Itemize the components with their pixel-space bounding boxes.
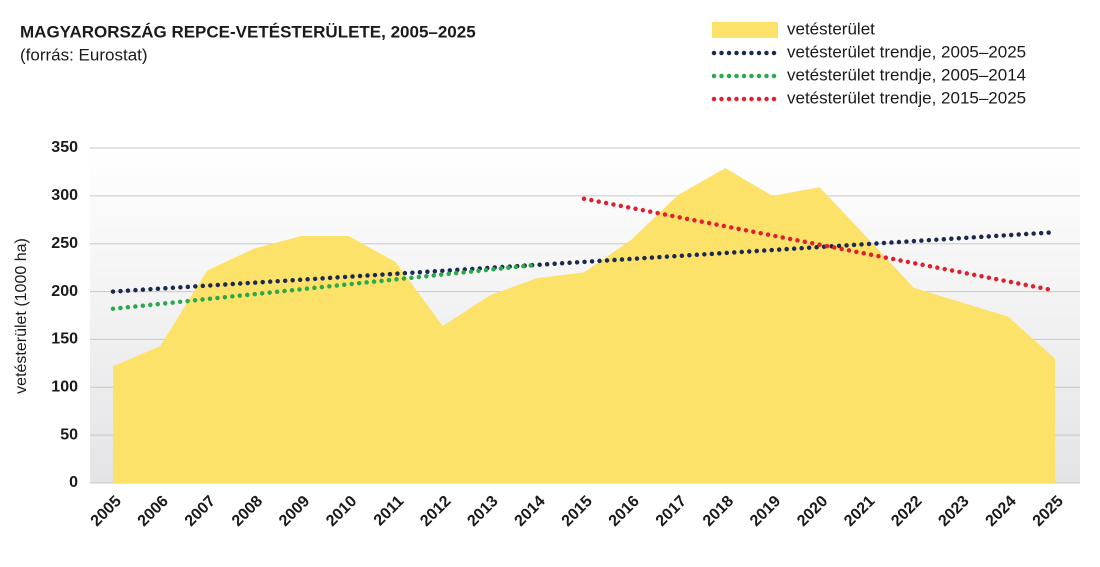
x-tick-label: 2010 xyxy=(323,493,360,530)
marks xyxy=(110,168,1058,483)
x-tick-label: 2020 xyxy=(794,493,831,530)
y-tick-label: 0 xyxy=(69,474,78,491)
x-tick-label: 2022 xyxy=(888,493,925,530)
legend-label: vetésterület trendje, 2015–2025 xyxy=(787,88,1026,107)
x-tick-label: 2019 xyxy=(747,493,784,530)
chart-title: MAGYARORSZÁG REPCE-VETÉSTERÜLETE, 2005–2… xyxy=(20,22,476,41)
x-tick-label: 2021 xyxy=(841,493,878,530)
legend-label: vetésterület xyxy=(787,19,875,38)
x-tick-label: 2016 xyxy=(606,493,643,530)
x-tick-label: 2006 xyxy=(135,493,172,530)
y-tick-label: 100 xyxy=(51,379,78,396)
y-tick-label: 350 xyxy=(51,139,78,156)
x-tick-label: 2017 xyxy=(653,493,690,530)
x-tick-label: 2011 xyxy=(371,493,408,530)
x-tick-label: 2018 xyxy=(700,493,737,530)
y-tick-label: 300 xyxy=(51,187,78,204)
x-tick-label: 2023 xyxy=(935,493,972,530)
y-axis-label: vetésterület (1000 ha) xyxy=(13,238,30,394)
x-tick-label: 2007 xyxy=(182,493,219,530)
y-tick-label: 250 xyxy=(51,235,78,252)
x-tick-label: 2015 xyxy=(559,493,596,530)
y-tick-label: 50 xyxy=(60,426,78,443)
trend-line xyxy=(110,229,1058,294)
x-tick-label: 2005 xyxy=(88,493,125,530)
chart-subtitle: (forrás: Eurostat) xyxy=(20,45,148,64)
x-tick-label: 2012 xyxy=(417,493,454,530)
x-tick-label: 2014 xyxy=(512,493,549,530)
legend-label: vetésterület trendje, 2005–2025 xyxy=(787,42,1026,61)
x-tick-label: 2013 xyxy=(464,493,501,530)
trend-line xyxy=(581,196,1058,293)
y-tick-label: 150 xyxy=(51,331,78,348)
legend-swatch xyxy=(712,22,778,38)
y-tick-label: 200 xyxy=(51,283,78,300)
x-tick-label: 2025 xyxy=(1030,493,1067,530)
legend-label: vetésterület trendje, 2005–2014 xyxy=(787,65,1026,84)
x-tick-label: 2008 xyxy=(229,493,266,530)
x-tick-label: 2009 xyxy=(276,493,313,530)
x-tick-label: 2024 xyxy=(983,493,1020,530)
